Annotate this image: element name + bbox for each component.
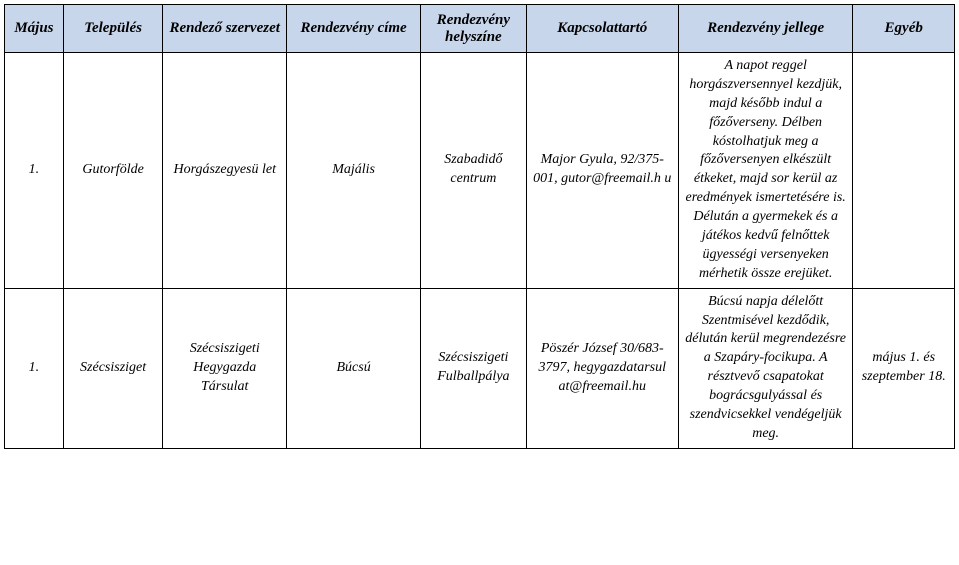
cell-num: 1. xyxy=(5,53,64,289)
cell-cim: Búcsú xyxy=(287,288,421,448)
col-header-szervezet: Rendező szervezet xyxy=(163,5,287,53)
cell-kapcsolat: Pöszér József 30/683-3797, hegygazdatars… xyxy=(526,288,678,448)
cell-egyeb xyxy=(853,53,955,289)
cell-kapcsolat: Major Gyula, 92/375-001, gutor@freemail.… xyxy=(526,53,678,289)
cell-egyeb: május 1. és szeptember 18. xyxy=(853,288,955,448)
col-header-helyszin: Rendezvény helyszíne xyxy=(421,5,527,53)
cell-helyszin: Szabadidő centrum xyxy=(421,53,527,289)
cell-telepules: Szécsisziget xyxy=(63,288,162,448)
cell-jelleg: Búcsú napja délelőtt Szentmisével kezdőd… xyxy=(678,288,853,448)
col-header-cim: Rendezvény címe xyxy=(287,5,421,53)
col-header-month: Május xyxy=(5,5,64,53)
cell-szervezet: Szécsiszigeti Hegygazda Társulat xyxy=(163,288,287,448)
col-header-kapcsolat: Kapcsolattartó xyxy=(526,5,678,53)
cell-telepules: Gutorfölde xyxy=(63,53,162,289)
table-row: 1. Gutorfölde Horgászegyesü let Majális … xyxy=(5,53,955,289)
cell-jelleg: A napot reggel horgászversennyel kezdjük… xyxy=(678,53,853,289)
col-header-jelleg: Rendezvény jellege xyxy=(678,5,853,53)
table-row: 1. Szécsisziget Szécsiszigeti Hegygazda … xyxy=(5,288,955,448)
cell-helyszin: Szécsiszigeti Fulballpálya xyxy=(421,288,527,448)
cell-cim: Majális xyxy=(287,53,421,289)
col-header-egyeb: Egyéb xyxy=(853,5,955,53)
events-table: Május Település Rendező szervezet Rendez… xyxy=(4,4,955,449)
col-header-telepules: Település xyxy=(63,5,162,53)
table-header: Május Település Rendező szervezet Rendez… xyxy=(5,5,955,53)
cell-num: 1. xyxy=(5,288,64,448)
cell-szervezet: Horgászegyesü let xyxy=(163,53,287,289)
